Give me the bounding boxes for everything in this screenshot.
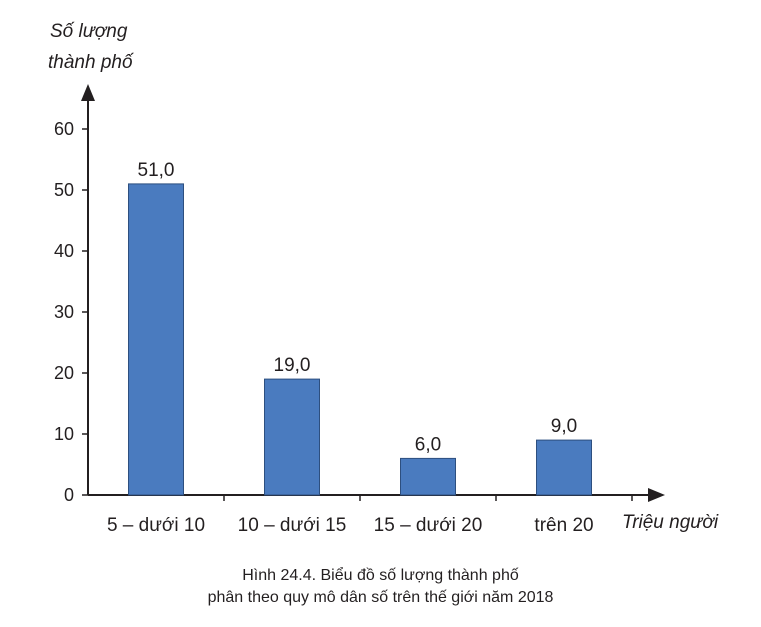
- y-axis-title-line-1: Số lượng: [50, 21, 128, 42]
- x-category-label: 15 – dưới 20: [374, 515, 483, 536]
- bar-value-label: 51,0: [138, 160, 175, 181]
- labels: 51,0 5 – dưới 10 19,0 10 – dưới 15 6,0 15 – d…: [48, 21, 719, 536]
- y-tick-label: 10: [54, 424, 74, 444]
- y-tick-label: 20: [54, 363, 74, 383]
- y-axis-arrow-icon: [81, 84, 95, 101]
- y-tick-label: 0: [64, 485, 74, 505]
- x-category-label: 10 – dưới 15: [238, 515, 347, 536]
- caption-line-1: Hình 24.4. Biểu đồ số lượng thành phố: [242, 567, 519, 584]
- figure-caption: Hình 24.4. Biểu đồ số lượng thành phố ph…: [0, 565, 761, 609]
- bars: [128, 183, 592, 496]
- x-axis-arrow-icon: [648, 488, 665, 502]
- y-tick-label: 50: [54, 180, 74, 200]
- bar: [536, 439, 592, 496]
- y-tick-label: 30: [54, 302, 74, 322]
- y-tick-label: 60: [54, 119, 74, 139]
- y-axis-title-line-2: thành phố: [48, 52, 134, 73]
- bar: [128, 183, 184, 496]
- bar-value-label: 9,0: [551, 416, 577, 437]
- bar: [400, 457, 456, 496]
- caption-line-2: phân theo quy mô dân số trên thế giới nă…: [207, 589, 554, 606]
- bar-value-label: 19,0: [274, 355, 311, 376]
- x-category-label: trên 20: [534, 515, 593, 536]
- bar: [264, 378, 320, 496]
- x-category-label: 5 – dưới 10: [107, 515, 205, 536]
- bar-chart: 0 10 20 30 40 50 60 51,0 5 – dưới 10 19,0 10 – dư…: [48, 21, 719, 536]
- y-tick-label: 40: [54, 241, 74, 261]
- x-axis-title: Triệu người: [622, 512, 719, 533]
- bar-value-label: 6,0: [415, 434, 441, 455]
